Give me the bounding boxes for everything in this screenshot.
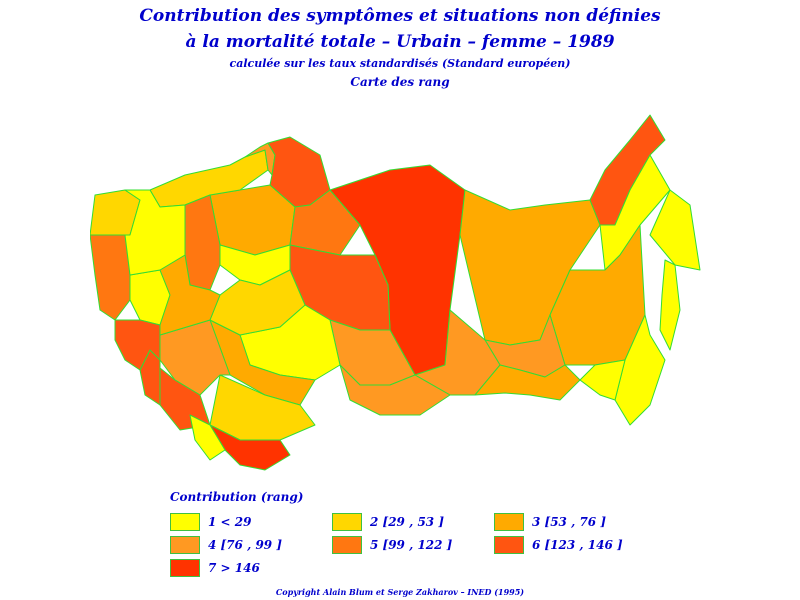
region-buryatia [474, 364, 581, 401]
map-type-label: Carte des rang [350, 75, 450, 89]
legend-label: 4 [76 , 99 ] [208, 538, 282, 552]
legend-swatch [494, 536, 524, 554]
choropleth-map [90, 114, 701, 471]
legend-label: 2 [29 , 53 ] [370, 515, 444, 529]
legend-item-4: 4 [76 , 99 ] [170, 535, 282, 555]
region-crimea [159, 254, 221, 336]
legend-item-1: 1 < 29 [170, 512, 251, 532]
region-central-asia-2 [209, 424, 291, 471]
region-irkutsk [414, 309, 501, 396]
legend-swatch [170, 536, 200, 554]
region-kazakhstan-south [159, 319, 231, 396]
map-title-line-1: Contribution des symptômes et situations… [139, 6, 661, 26]
legend-item-7: 7 > 146 [170, 558, 260, 578]
legend-swatch [332, 536, 362, 554]
map-title-line-2: à la mortalité totale – Urbain – femme –… [185, 32, 615, 52]
legend-swatch [170, 559, 200, 577]
region-primorye [614, 314, 666, 426]
legend-label: 6 [123 , 146 ] [532, 538, 623, 552]
region-amur [579, 359, 626, 401]
region-central-asia-3 [189, 414, 226, 461]
legend-label: 1 < 29 [208, 515, 252, 529]
copyright-notice: Copyright Alain Blum et Serge Zakharov –… [275, 587, 525, 597]
region-altai [339, 364, 451, 416]
legend-item-6: 6 [123 , 146 ] [494, 535, 623, 555]
region-belarus [124, 189, 186, 276]
legend-label: 7 > 146 [208, 561, 260, 575]
legend-item-3: 3 [53 , 76 ] [494, 512, 606, 532]
legend-swatch [332, 513, 362, 531]
region-kamchatka [649, 189, 701, 271]
region-sakhalin [659, 259, 681, 351]
region-ukraine-2 [114, 319, 161, 371]
legend-label: 5 [99 , 122 ] [370, 538, 453, 552]
legend-swatch [170, 513, 200, 531]
legend-item-5: 5 [99 , 122 ] [332, 535, 452, 555]
legend-swatch [494, 513, 524, 531]
region-caucasus [90, 234, 131, 321]
legend-label: 3 [53 , 76 ] [532, 515, 606, 529]
legend-item-2: 2 [29 , 53 ] [332, 512, 444, 532]
map-subtitle: calculée sur les taux standardisés (Stan… [229, 57, 571, 70]
region-kazakhstan-north [209, 319, 316, 406]
legend-title: Contribution (rang) [170, 490, 304, 504]
